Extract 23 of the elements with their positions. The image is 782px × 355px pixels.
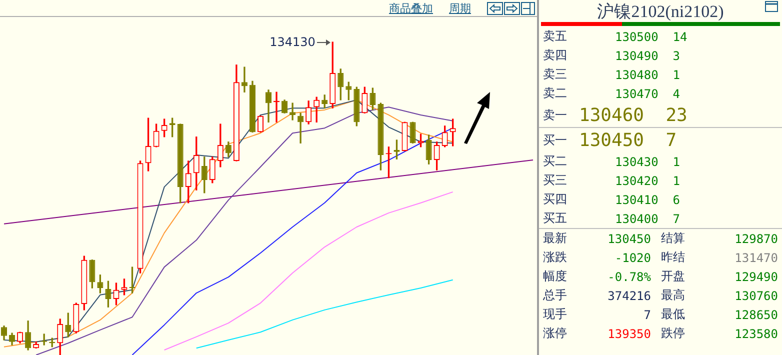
text: 涨停 139350 跌停 123580 <box>543 326 778 340</box>
annotation: 134130 <box>270 35 316 50</box>
text: 卖一 130460 23 <box>543 104 688 126</box>
text: 买一 130450 7 <box>543 130 678 150</box>
candlestick <box>290 102 296 120</box>
text: 买三 130420 1 <box>543 173 680 188</box>
candlestick <box>241 66 248 92</box>
text: 总手 374216 最高 130760 <box>543 288 778 302</box>
text: 买四 130410 6 <box>543 192 680 206</box>
text: 卖二 130470 4 <box>543 86 680 100</box>
candlestick <box>298 112 304 144</box>
text: 最新 130450 结算 129870 <box>543 231 778 246</box>
text: 买五 130400 7 <box>543 211 680 226</box>
text: 卖三 130480 1 <box>543 67 680 82</box>
text: 周期 <box>449 0 471 16</box>
text: 买二 130430 1 <box>543 154 680 168</box>
text: 现手 7 最低 128650 <box>543 307 778 322</box>
text: 卖五 130500 14 <box>543 29 688 44</box>
text: 卖四 130490 3 <box>543 48 680 62</box>
text: 幅度 -0.78% 开盘 129490 <box>543 269 778 284</box>
text: 涨跌 -1020 昨结 131470 <box>543 250 778 264</box>
text: 商品叠加 <box>389 0 433 16</box>
text: 沪镍2102(ni2102) <box>597 0 724 22</box>
